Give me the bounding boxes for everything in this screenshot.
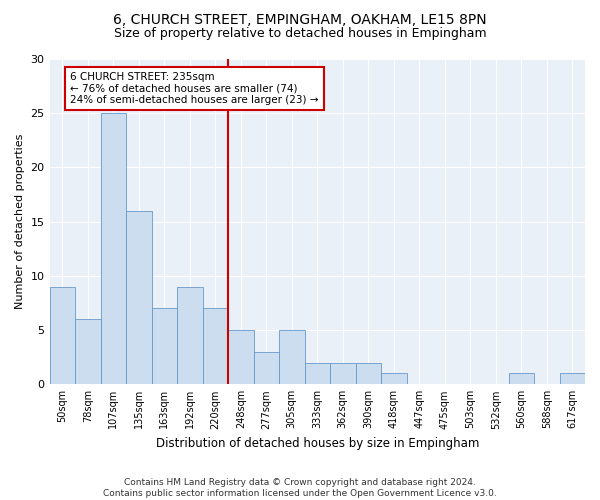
Bar (279, 330, 305, 384)
Bar (177, 286, 203, 384)
Bar (203, 308, 228, 384)
Y-axis label: Number of detached properties: Number of detached properties (15, 134, 25, 310)
Bar (560, 374, 585, 384)
Text: 6, CHURCH STREET, EMPINGHAM, OAKHAM, LE15 8PN: 6, CHURCH STREET, EMPINGHAM, OAKHAM, LE1… (113, 12, 487, 26)
Bar (509, 374, 534, 384)
Bar (254, 352, 279, 384)
Bar (330, 362, 356, 384)
Bar (126, 211, 152, 384)
Text: 6 CHURCH STREET: 235sqm
← 76% of detached houses are smaller (74)
24% of semi-de: 6 CHURCH STREET: 235sqm ← 76% of detache… (70, 72, 319, 105)
Bar (50, 286, 75, 384)
Bar (381, 374, 407, 384)
Bar (75, 319, 101, 384)
Text: Contains HM Land Registry data © Crown copyright and database right 2024.
Contai: Contains HM Land Registry data © Crown c… (103, 478, 497, 498)
X-axis label: Distribution of detached houses by size in Empingham: Distribution of detached houses by size … (155, 437, 479, 450)
Text: Size of property relative to detached houses in Empingham: Size of property relative to detached ho… (113, 28, 487, 40)
Bar (305, 362, 330, 384)
Bar (228, 330, 254, 384)
Bar (152, 308, 177, 384)
Bar (101, 113, 126, 384)
Bar (356, 362, 381, 384)
